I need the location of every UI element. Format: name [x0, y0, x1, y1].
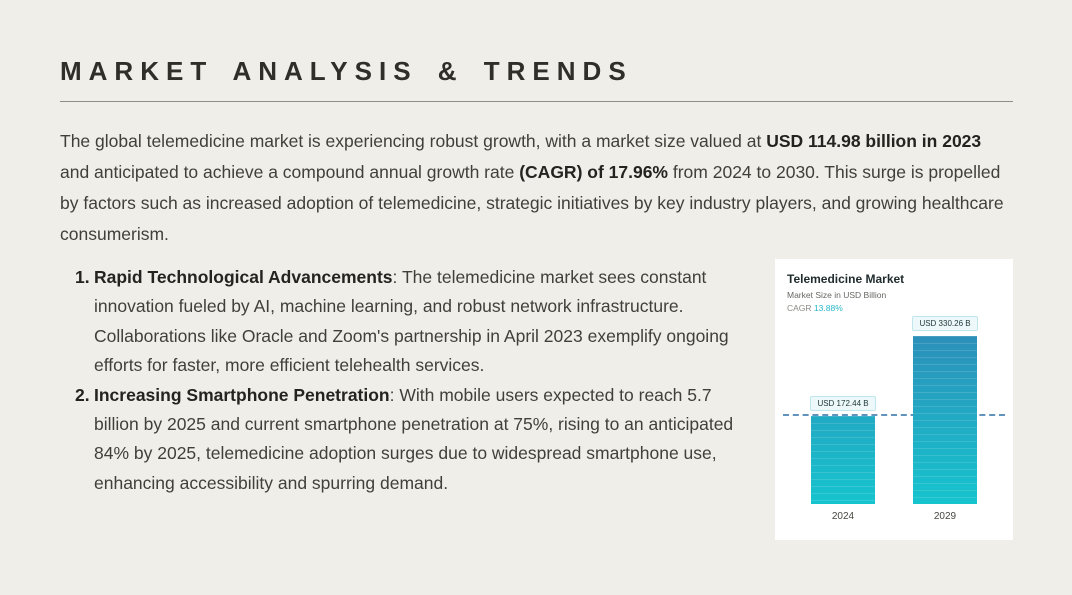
reference-line	[783, 414, 1005, 416]
content-row: 1. Rapid Technological Advancements: The…	[60, 263, 1012, 498]
chart-subtitle: Market Size in USD Billion	[787, 290, 887, 300]
bar-chart: USD 172.44 B USD 330.26 B 2024 2029	[783, 316, 1005, 522]
cagr-value: 13.88%	[813, 303, 843, 313]
list-item-body: : The telemedicine market sees constant …	[94, 267, 729, 376]
page-title: MARKET ANALYSIS & TRENDS	[60, 56, 633, 86]
value-label-2024: USD 172.44 B	[810, 396, 876, 411]
value-label-2029: USD 330.26 B	[912, 316, 978, 331]
chart-title: Telemedicine Market	[787, 272, 905, 286]
bars-row: USD 172.44 B USD 330.26 B	[783, 316, 1005, 504]
list-item: 2. Increasing Smartphone Penetration: Wi…	[75, 381, 760, 499]
list-item-text: Increasing Smartphone Penetration: With …	[94, 381, 760, 499]
intro-text-3: from 2024 to 2030. This surge is propell…	[60, 162, 1004, 244]
x-axis-labels: 2024 2029	[787, 511, 1001, 522]
intro-bold-market-size: USD 114.98 billion in 2023	[766, 131, 982, 151]
bar	[811, 416, 875, 504]
list-item-title: Increasing Smartphone Penetration	[94, 384, 390, 405]
title-divider	[60, 101, 1013, 102]
bar	[913, 336, 977, 504]
list-item-text: Rapid Technological Advancements: The te…	[94, 263, 760, 381]
axis-label-2024: 2024	[831, 511, 855, 522]
list-item-number: 2.	[75, 384, 90, 405]
intro-paragraph: The global telemedicine market is experi…	[60, 126, 1013, 250]
cagr-label: CAGR	[787, 303, 812, 313]
list-item: 1. Rapid Technological Advancements: The…	[75, 263, 760, 381]
list-item-number: 1.	[75, 267, 90, 287]
intro-text-2: and anticipated to achieve a compound an…	[60, 162, 520, 182]
bar-group-2024: USD 172.44 B	[810, 396, 876, 504]
list-item-title: Rapid Technological Advancements	[94, 267, 393, 287]
chart-cagr: CAGR 13.88%	[787, 303, 1001, 313]
numbered-list: 1. Rapid Technological Advancements: The…	[60, 263, 760, 498]
bar-group-2029: USD 330.26 B	[912, 316, 978, 504]
list-item-body: : With mobile users expected to reach 5.…	[94, 384, 734, 493]
chart-card: Telemedicine Market Market Size in USD B…	[775, 259, 1013, 540]
intro-bold-cagr: (CAGR) of 17.96%	[519, 162, 668, 182]
axis-label-2029: 2029	[933, 511, 957, 522]
intro-text-1: The global telemedicine market is experi…	[60, 131, 767, 151]
